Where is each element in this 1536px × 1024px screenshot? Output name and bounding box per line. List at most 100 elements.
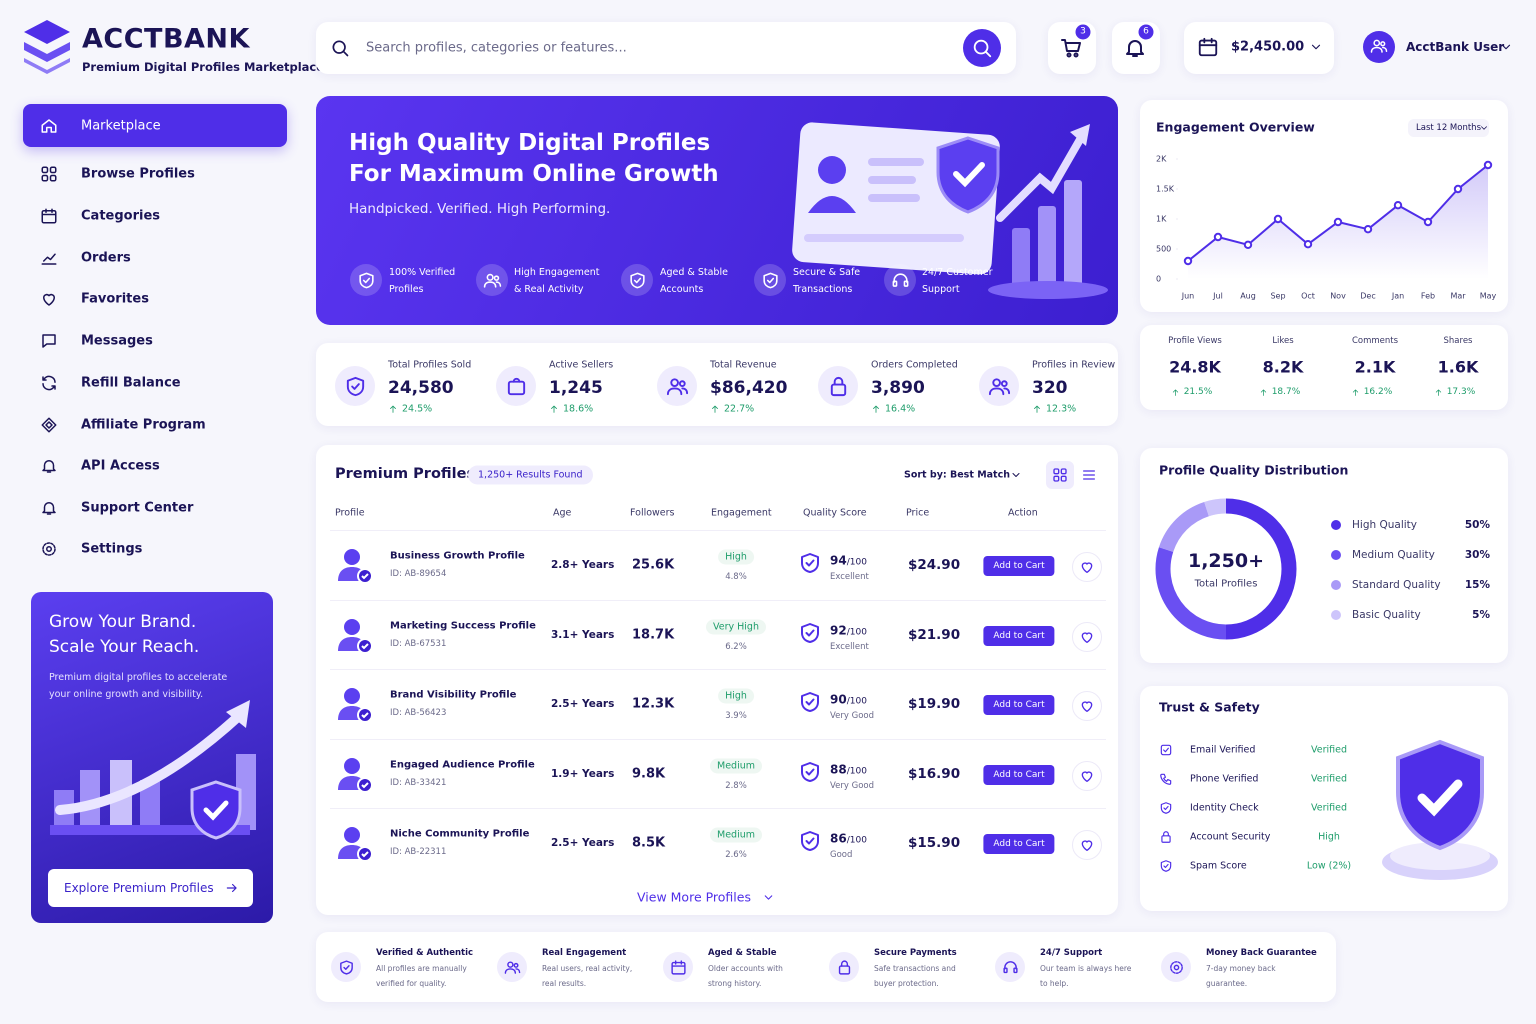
icon-shape xyxy=(1352,389,1358,396)
nav-item[interactable]: Categories xyxy=(81,208,161,224)
hero-feature: High Engagement & Real Activity xyxy=(514,267,600,295)
trust-label: Account Security xyxy=(1190,831,1271,843)
quality-rating: Excellent xyxy=(830,572,869,582)
score-value: 90 xyxy=(830,692,847,707)
metric-arrow xyxy=(1351,388,1360,397)
engagement-pill: High xyxy=(718,688,754,704)
legend-dot xyxy=(1331,550,1341,560)
icon-shape xyxy=(973,39,992,58)
icon-shape xyxy=(41,253,57,265)
x-tick-label: May xyxy=(1479,291,1497,301)
view-more[interactable]: View More Profiles xyxy=(637,889,751,905)
nav-item[interactable]: Settings xyxy=(81,541,143,557)
icon-shape xyxy=(1382,739,1498,880)
favorite-button[interactable] xyxy=(1072,830,1102,860)
stat-arrow xyxy=(388,404,398,414)
engagement-rate: 6.2% xyxy=(725,641,747,652)
icon-shape xyxy=(339,959,353,975)
nav-item[interactable]: Messages xyxy=(81,333,153,349)
score-scale: /100 xyxy=(846,557,867,568)
add-to-cart[interactable]: Add to Cart xyxy=(983,695,1055,715)
nav-item[interactable]: Affiliate Program xyxy=(81,417,206,433)
nav-item[interactable]: Refill Balance xyxy=(81,375,181,391)
icon-shape xyxy=(1002,386,1010,394)
x-tick-label: Jan xyxy=(1391,291,1405,301)
nav-icon xyxy=(40,117,58,135)
icon-shape xyxy=(338,757,373,793)
icon-shape xyxy=(504,967,516,974)
icon-shape xyxy=(808,196,856,213)
nav-item[interactable]: API Access xyxy=(81,458,160,474)
icon-shape xyxy=(486,273,494,281)
icon-shape xyxy=(493,274,499,281)
legend-dot xyxy=(1331,520,1341,530)
icon-shape xyxy=(1373,39,1381,47)
balance-box[interactable] xyxy=(1184,22,1334,74)
avatar xyxy=(334,545,374,585)
period-select[interactable]: Last 12 Months xyxy=(1408,119,1489,137)
quality-rating: Very Good xyxy=(830,780,874,791)
profile-age: 2.8+ Years xyxy=(551,559,615,571)
favorite-button[interactable] xyxy=(1072,760,1102,791)
nav-item[interactable]: Marketplace xyxy=(81,118,161,134)
icon-shape xyxy=(42,460,56,472)
y-tick-label: 1K xyxy=(1156,214,1167,224)
icon-shape xyxy=(49,166,57,174)
icon-shape xyxy=(1081,770,1093,782)
icon-shape xyxy=(1172,389,1178,396)
favorite-button[interactable] xyxy=(1072,691,1102,721)
nav-item[interactable]: Support Center xyxy=(81,500,194,516)
nav-item[interactable]: Browse Profiles xyxy=(81,166,195,182)
profile-id: ID: AB-67531 xyxy=(390,638,447,649)
search-bar xyxy=(316,22,1016,74)
profile-price: $16.90 xyxy=(908,765,961,782)
icon-shape xyxy=(764,894,772,900)
icon-shape xyxy=(1260,389,1266,396)
promo-button[interactable] xyxy=(48,869,253,907)
column-header: Price xyxy=(906,507,930,519)
icon-shape xyxy=(804,234,964,242)
icon-shape xyxy=(1172,389,1178,396)
hero-feature: Aged & Stable Accounts xyxy=(660,267,728,295)
icon-shape xyxy=(984,50,992,58)
add-to-cart[interactable]: Add to Cart xyxy=(983,625,1055,646)
favorite-button[interactable] xyxy=(1072,621,1102,652)
icon-shape xyxy=(1012,967,1018,973)
quality-shield xyxy=(798,621,822,645)
icon-shape xyxy=(46,546,52,552)
icon-shape xyxy=(818,156,846,184)
stat-label: Total Profiles Sold xyxy=(388,359,472,371)
hero-feature-icon xyxy=(350,264,382,296)
add-to-cart[interactable]: Add to Cart xyxy=(983,764,1055,785)
profile-followers: 12.3K xyxy=(632,696,675,712)
icon-shape xyxy=(1501,44,1511,50)
icon-shape xyxy=(1160,802,1172,814)
favorite-button[interactable] xyxy=(1072,552,1102,582)
quality-shield xyxy=(798,829,822,853)
icon-shape xyxy=(1435,389,1441,396)
icon-shape xyxy=(513,962,519,968)
icon-shape xyxy=(41,166,57,182)
stat-change: 12.3% xyxy=(1046,403,1077,415)
stat-label: Profiles in Review xyxy=(1032,359,1116,371)
icon-shape xyxy=(1126,40,1144,57)
icon-shape xyxy=(1034,405,1040,413)
table-title: Premium Profiles xyxy=(335,466,476,482)
engagement-pill: Very High xyxy=(706,619,766,634)
hero-illustration xyxy=(792,122,1108,299)
feature-icon xyxy=(331,952,361,982)
icon-shape xyxy=(991,377,1001,387)
engagement-rate: 3.9% xyxy=(725,711,747,721)
row-divider xyxy=(330,530,1106,531)
icon-shape xyxy=(50,700,256,840)
add-to-cart[interactable]: Add to Cart xyxy=(983,834,1055,854)
sort-select[interactable]: Sort by: Best Match xyxy=(904,469,1010,481)
icon-shape xyxy=(338,618,373,654)
nav-item[interactable]: Orders xyxy=(81,250,131,266)
list-view[interactable] xyxy=(1081,467,1097,483)
grid-view[interactable] xyxy=(1046,461,1074,489)
add-to-cart[interactable]: Add to Cart xyxy=(983,556,1055,576)
icon-shape xyxy=(1126,40,1144,55)
search-button[interactable] xyxy=(963,29,1001,67)
nav-item[interactable]: Favorites xyxy=(81,291,149,307)
